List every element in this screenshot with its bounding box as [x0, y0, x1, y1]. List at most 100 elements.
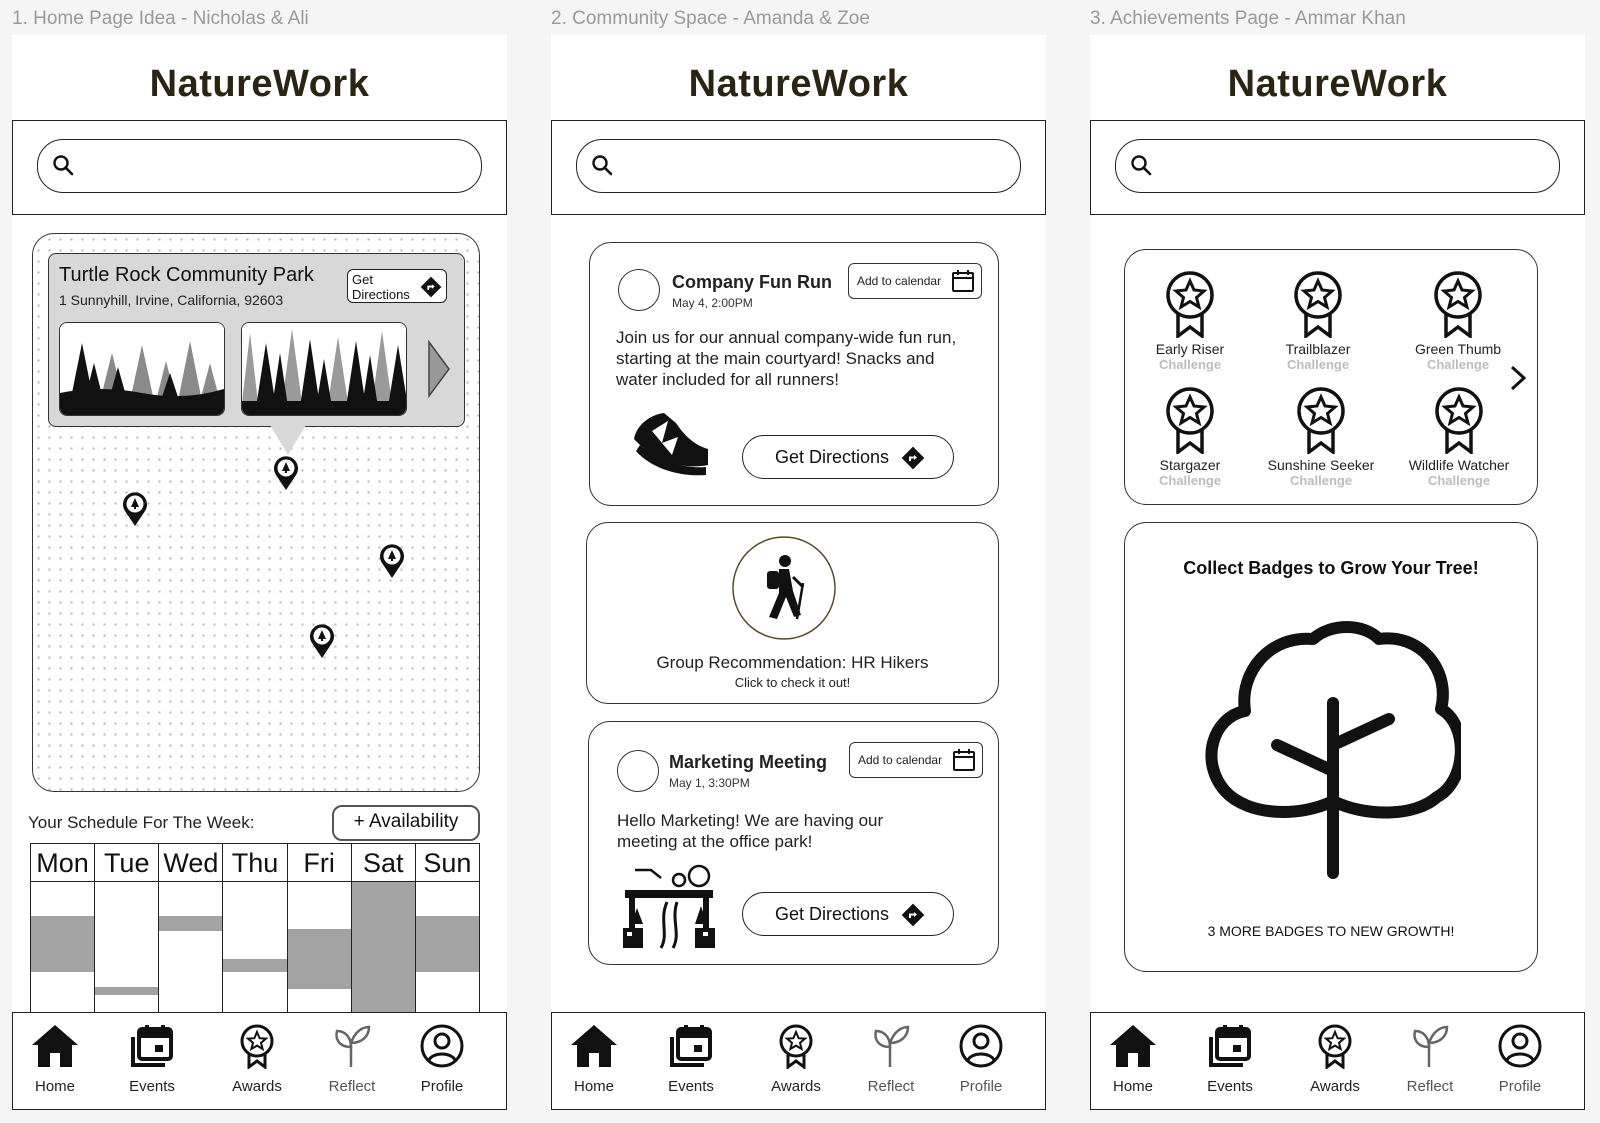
busy-block[interactable] — [223, 958, 287, 973]
nav-home[interactable]: Home — [1093, 1023, 1173, 1095]
recommendation-subtitle[interactable]: Click to check it out! — [734, 675, 851, 690]
get-directions-button[interactable]: Get Directions — [742, 435, 954, 479]
search-field[interactable] — [576, 139, 1021, 193]
sprout-icon — [1413, 1025, 1449, 1067]
frame-title-home: 1. Home Page Idea - Nicholas & Ali — [12, 8, 309, 29]
badge-name: Stargazer — [1159, 457, 1221, 473]
search-input[interactable] — [90, 150, 461, 182]
map-pin-icon[interactable] — [379, 543, 405, 579]
nav-awards[interactable]: Awards — [756, 1023, 836, 1095]
park-photo-2[interactable] — [241, 322, 407, 416]
nav-reflect[interactable]: Reflect — [851, 1023, 931, 1095]
park-photo-1[interactable] — [59, 322, 225, 416]
sprout-icon — [874, 1025, 910, 1067]
event-card[interactable]: Company Fun Run May 4, 2:00PM Add to cal… — [589, 242, 999, 506]
map-pin-icon[interactable] — [273, 455, 299, 491]
award-ribbon-icon — [1166, 271, 1214, 340]
award-ribbon-icon — [1435, 387, 1483, 456]
group-recommendation-card[interactable]: Group Recommendation: HR Hikers Click to… — [586, 522, 999, 704]
nav-awards[interactable]: Awards — [217, 1023, 297, 1095]
schedule-label: Your Schedule For The Week: — [28, 813, 255, 832]
growth-progress-text: 3 MORE BADGES TO NEW GROWTH! — [1207, 923, 1455, 939]
nav-profile[interactable]: Profile — [941, 1023, 1021, 1095]
park-popup[interactable]: Turtle Rock Community Park 1 Sunnyhill, … — [48, 253, 465, 427]
award-badge-icon — [779, 1024, 813, 1070]
calendar-icon — [952, 270, 974, 292]
nav-profile-label: Profile — [420, 1078, 464, 1095]
achievements-screen: NatureWork Early Riser Challenge Trailbl… — [1090, 35, 1585, 1110]
recommendation-title: Group Recommendation: HR Hikers — [656, 653, 929, 672]
event-title: Company Fun Run — [672, 272, 832, 292]
day-column[interactable] — [223, 882, 288, 1016]
badge-subtitle: Challenge — [1427, 473, 1491, 488]
badge[interactable]: Stargazer Challenge — [1125, 386, 1255, 488]
search-input[interactable] — [1168, 150, 1539, 182]
badge[interactable]: Green Thumb Challenge — [1393, 270, 1523, 372]
home-icon — [571, 1025, 617, 1067]
event-card[interactable]: Marketing Meeting May 1, 3:30PM Add to c… — [588, 721, 999, 965]
busy-block[interactable] — [287, 929, 351, 989]
events-calendar-icon — [131, 1025, 173, 1067]
add-to-calendar-label: Add to calendar — [858, 753, 943, 767]
nav-profile[interactable]: Profile — [1480, 1023, 1560, 1095]
badge-name: Sunshine Seeker — [1267, 457, 1375, 473]
busy-block[interactable] — [31, 915, 95, 973]
nav-home[interactable]: Home — [554, 1023, 634, 1095]
calendar-header: Mon Tue Wed Thu Fri Sat Sun — [31, 844, 479, 882]
avatar — [617, 750, 659, 792]
badge-subtitle: Challenge — [1158, 357, 1222, 372]
day-column[interactable] — [415, 882, 479, 1016]
nav-reflect-label: Reflect — [1406, 1078, 1454, 1095]
day-column[interactable] — [31, 882, 96, 1016]
day-column[interactable] — [351, 882, 416, 1016]
day-header: Sat — [352, 844, 416, 881]
frame-title-community: 2. Community Space - Amanda & Zoe — [551, 8, 870, 29]
day-column[interactable] — [287, 882, 352, 1016]
nav-profile-label: Profile — [1498, 1078, 1542, 1095]
nav-reflect[interactable]: Reflect — [1390, 1023, 1470, 1095]
nav-events[interactable]: Events — [651, 1023, 731, 1095]
badge-subtitle: Challenge — [1158, 473, 1222, 488]
day-header: Wed — [159, 844, 224, 881]
award-ribbon-icon — [1297, 387, 1345, 456]
busy-block[interactable] — [159, 915, 223, 931]
profile-icon — [959, 1024, 1003, 1068]
get-directions-button[interactable]: Get Directions — [347, 269, 447, 303]
nav-awards[interactable]: Awards — [1295, 1023, 1375, 1095]
add-to-calendar-button[interactable]: Add to calendar — [848, 263, 982, 299]
nav-home[interactable]: Home — [15, 1023, 95, 1095]
busy-block[interactable] — [351, 882, 415, 1016]
award-ribbon-icon — [1434, 271, 1482, 340]
busy-block[interactable] — [415, 915, 479, 973]
add-to-calendar-button[interactable]: Add to calendar — [849, 742, 983, 778]
event-description: Join us for our annual company-wide fun … — [616, 328, 957, 389]
nav-profile[interactable]: Profile — [402, 1023, 482, 1095]
badge[interactable]: Early Riser Challenge — [1125, 270, 1255, 372]
app-brand: NatureWork — [688, 63, 909, 105]
day-column[interactable] — [159, 882, 224, 1016]
badge[interactable]: Sunshine Seeker Challenge — [1253, 386, 1389, 488]
event-date: May 1, 3:30PM — [669, 776, 750, 790]
nav-events[interactable]: Events — [112, 1023, 192, 1095]
search-field[interactable] — [37, 139, 482, 193]
busy-block[interactable] — [95, 987, 159, 996]
nav-reflect[interactable]: Reflect — [312, 1023, 392, 1095]
day-header: Sun — [423, 848, 472, 878]
add-availability-button[interactable]: + Availability — [332, 805, 480, 841]
badge[interactable]: Wildlife Watcher Challenge — [1391, 386, 1527, 488]
map-pin-icon[interactable] — [309, 623, 335, 659]
nav-events-label: Events — [129, 1078, 175, 1095]
badge[interactable]: Trailblazer Challenge — [1253, 270, 1383, 372]
next-photo-arrow-icon[interactable] — [427, 340, 451, 398]
search-field[interactable] — [1115, 139, 1560, 193]
search-input[interactable] — [629, 150, 1000, 182]
get-directions-button[interactable]: Get Directions — [742, 892, 954, 936]
badges-card: Early Riser Challenge Trailblazer Challe… — [1124, 249, 1538, 505]
nav-events[interactable]: Events — [1190, 1023, 1270, 1095]
search-bar — [551, 120, 1046, 215]
chevron-right-icon[interactable] — [1509, 364, 1527, 392]
award-ribbon-icon — [1166, 387, 1214, 456]
search-icon — [592, 155, 613, 176]
day-column[interactable] — [95, 882, 160, 1016]
map-pin-icon[interactable] — [122, 491, 148, 527]
